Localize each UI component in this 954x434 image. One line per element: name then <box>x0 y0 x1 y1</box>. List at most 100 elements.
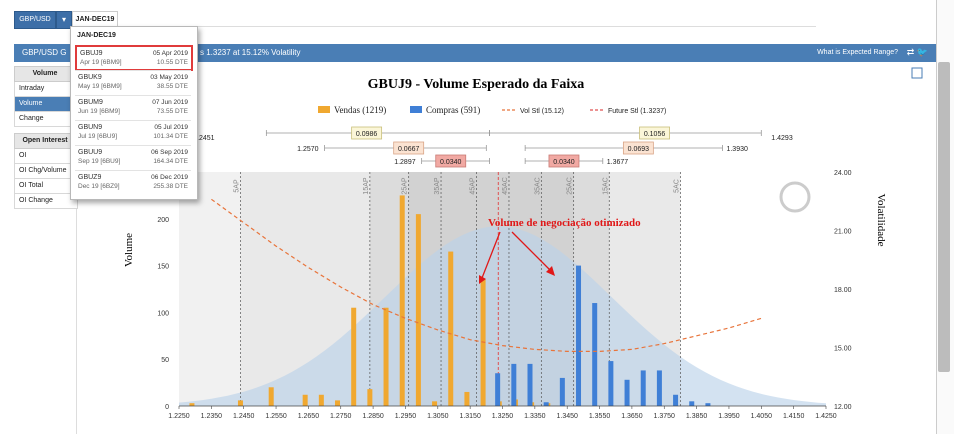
x-tick-label: 1.4050 <box>751 413 773 420</box>
compras-bar <box>689 401 695 406</box>
dropdown-item-month: Dec 19 [6BZ9] <box>78 183 120 190</box>
dropdown-item-gbum9[interactable]: GBUM9 07 Jun 2019 Jun 19 [6BM9] 73.55 DTE <box>75 95 191 118</box>
chart-plot: 5AP 15AP 25AP 35AP 45AP 45AC 35AC 25AC 15AC 5AC 1.… <box>157 170 851 420</box>
scrollbar-thumb[interactable] <box>938 62 950 372</box>
compras-bar <box>495 373 501 406</box>
x-tick-label: 1.2950 <box>395 413 417 420</box>
dropdown-item-gbuu9[interactable]: GBUU9 06 Sep 2019 Sep 19 [6BU9] 164.34 DTE <box>75 145 191 168</box>
strike-label: 35AC <box>534 177 541 195</box>
y2-tick-label: 24.00 <box>834 170 852 177</box>
compras-bar <box>592 303 598 406</box>
x-tick-label: 1.3950 <box>718 413 740 420</box>
share-icons[interactable]: ⇄ 🐦 <box>906 47 928 57</box>
symbol-select[interactable]: GBP/USD <box>14 11 56 29</box>
dropdown-item-month: Apr 19 [6BM9] <box>80 59 122 66</box>
header-bar: GBP/USD G s 1.3237 at 15.12% Volatility … <box>14 44 936 62</box>
dropdown-item-month: Sep 19 [6BU9] <box>78 158 121 165</box>
x-tick-label: 1.3850 <box>686 413 708 420</box>
expected-range-link[interactable]: What is Expected Range? <box>817 49 898 56</box>
strike-label: 5AP <box>233 179 240 193</box>
dropdown-item-date: 03 May 2019 <box>150 74 188 81</box>
y2-tick-label: 15.00 <box>834 346 852 353</box>
range-box-label: 0.0667 <box>398 146 420 153</box>
compras-bar <box>608 361 614 406</box>
header-subtitle: s 1.3237 at 15.12% Volatility <box>200 48 301 57</box>
x-tick-label: 1.3150 <box>459 413 481 420</box>
dropdown-item-month: Jul 19 [6BU9] <box>78 133 118 140</box>
compras-bar <box>705 403 711 406</box>
range-box <box>393 141 425 155</box>
compras-bar <box>543 402 549 406</box>
expand-icon[interactable] <box>911 67 923 79</box>
range-box <box>548 154 580 168</box>
range-end-label: 1.2451 <box>193 135 215 142</box>
strike-label: 35AP <box>434 177 441 194</box>
dropdown-item-dte: 101.34 DTE <box>153 133 188 140</box>
vendas-bar <box>302 394 308 406</box>
y-axis-label: Volume <box>123 233 135 267</box>
dropdown-item-gbun9[interactable]: GBUN9 05 Jul 2019 Jul 19 [6BU9] 101.34 DTE <box>75 120 191 143</box>
compras-bar <box>673 394 679 406</box>
y2-axis-label: Volatilidade <box>875 194 887 247</box>
legend-label: Future Stl (1.3237) <box>608 108 666 115</box>
vendas-bar <box>367 389 373 406</box>
x-tick-label: 1.4250 <box>815 413 837 420</box>
sidebar-head-open-interest: Open Interest <box>14 133 76 149</box>
x-tick-label: 1.3550 <box>589 413 611 420</box>
legend-swatch <box>410 106 422 113</box>
vendas-bar <box>480 279 486 406</box>
dropdown-item-code: GBUJ9 <box>80 50 103 57</box>
range-end-label: 1.2570 <box>297 146 319 153</box>
dropdown-item-code: GBUZ9 <box>78 174 102 181</box>
dropdown-item-gbuk9[interactable]: GBUK9 03 May 2019 May 19 [6BM9] 38.55 DTE <box>75 70 191 93</box>
sidebar-item-oi-change[interactable]: OI Change <box>14 194 78 209</box>
range-end-label: 1.3677 <box>607 159 629 166</box>
sidebar: Volume Intraday Volume Change Open Inter… <box>14 62 78 434</box>
y-tick-label: 100 <box>157 310 169 317</box>
dropdown-title: JAN-DEC19 <box>77 32 116 39</box>
x-tick-label: 1.2450 <box>233 413 255 420</box>
x-tick-label: 1.2650 <box>298 413 320 420</box>
compras-bar <box>640 370 646 406</box>
sidebar-head-volume: Volume <box>14 66 76 82</box>
x-tick-label: 1.2250 <box>168 413 190 420</box>
range-box-label: 0.1056 <box>644 131 666 138</box>
range-box-label: 0.0340 <box>553 159 575 166</box>
range-box <box>622 141 654 155</box>
strike-label: 45AP <box>470 177 477 194</box>
expiry-dropdown: JAN-DEC19 GBUJ9 05 Apr 2019 Apr 19 [6BM9] 1… <box>70 26 198 200</box>
dropdown-item-month: Jun 19 [6BM9] <box>78 108 120 115</box>
x-tick-label: 1.3350 <box>524 413 546 420</box>
y2-tick-label: 12.00 <box>834 404 852 411</box>
vendas-bar <box>448 251 454 406</box>
legend-label: Compras (591) <box>426 105 480 115</box>
strike-label: 15AC <box>602 177 609 195</box>
range-box <box>435 154 467 168</box>
vendas-bar <box>432 401 438 406</box>
range-box-label: 0.0693 <box>628 146 650 153</box>
symbol-dropdown-caret-icon[interactable]: ▾ <box>56 11 72 29</box>
dropdown-item-gbuz9[interactable]: GBUZ9 06 Dec 2019 Dec 19 [6BZ9] 255.38 DTE <box>75 170 191 193</box>
x-tick-label: 1.3250 <box>492 413 514 420</box>
dropdown-item-code: GBUM9 <box>78 99 103 106</box>
dropdown-item-gbuj9[interactable]: GBUJ9 05 Apr 2019 Apr 19 [6BM9] 10.55 DTE <box>75 45 193 71</box>
range-box <box>639 126 670 140</box>
compras-bar <box>559 377 565 406</box>
header-title: GBP/USD G <box>22 48 67 57</box>
y2-tick-label: 18.00 <box>834 287 852 294</box>
legend-swatch <box>318 106 330 113</box>
y-tick-label: 50 <box>161 357 169 364</box>
legend-label: Vol Stl (15.12) <box>520 108 564 115</box>
x-tick-label: 1.2350 <box>201 413 223 420</box>
outer-zone-left <box>179 172 241 406</box>
x-tick-label: 1.4150 <box>783 413 805 420</box>
annotation-text: Volume de negociação otimizado <box>488 217 641 229</box>
vendas-bar <box>268 387 274 406</box>
dropdown-item-date: 06 Dec 2019 <box>151 174 188 181</box>
dropdown-item-dte: 164.34 DTE <box>153 158 188 165</box>
vol-stl-curve <box>211 198 762 352</box>
x-tick-label: 1.2850 <box>362 413 384 420</box>
distribution-area <box>179 226 826 406</box>
y-tick-label: 200 <box>157 217 169 224</box>
